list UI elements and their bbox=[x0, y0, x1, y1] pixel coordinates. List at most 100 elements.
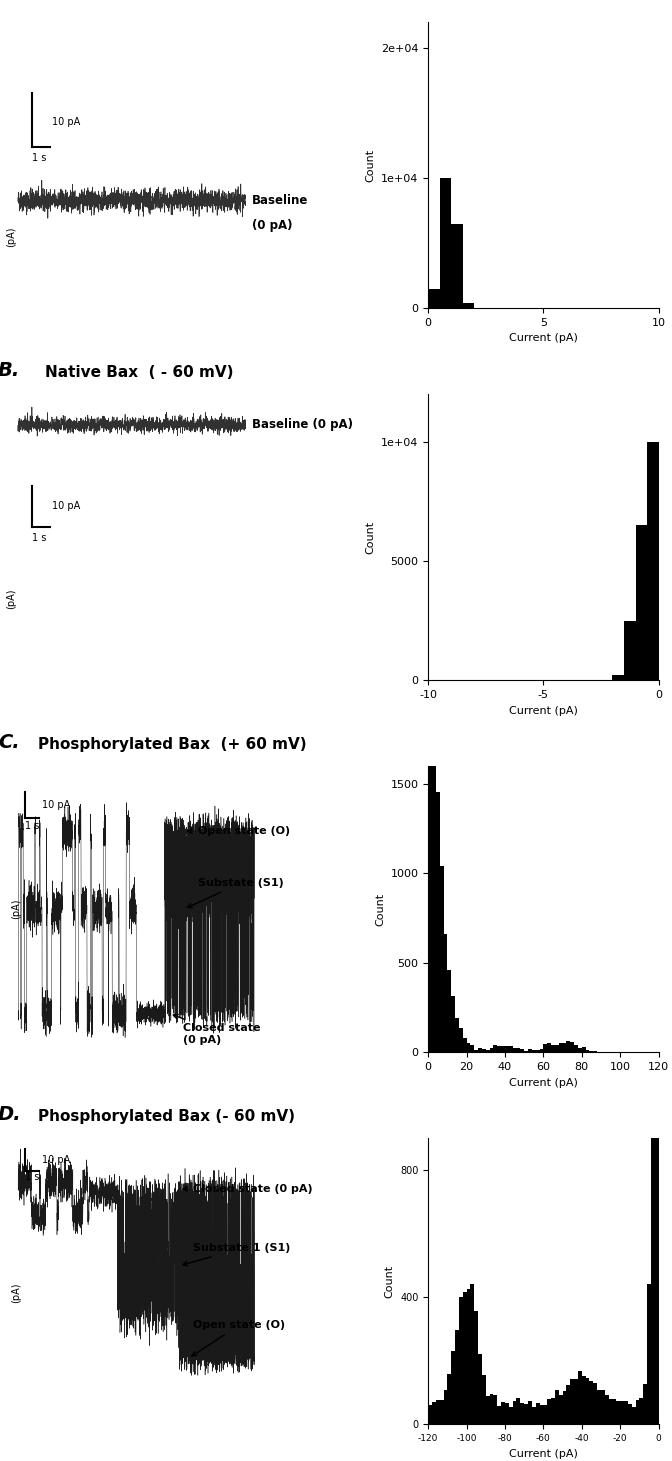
Bar bbox=[451, 224, 463, 308]
Bar bbox=[555, 1045, 558, 1052]
Y-axis label: Count: Count bbox=[375, 893, 385, 926]
Bar bbox=[643, 1384, 647, 1424]
Bar bbox=[470, 1045, 474, 1052]
Bar bbox=[582, 1376, 585, 1424]
Bar bbox=[571, 1042, 574, 1052]
Y-axis label: Count: Count bbox=[366, 520, 376, 554]
Bar bbox=[566, 1385, 571, 1424]
Bar bbox=[612, 1400, 616, 1424]
Text: 1 s: 1 s bbox=[32, 153, 46, 164]
Bar bbox=[616, 1401, 620, 1424]
Bar bbox=[466, 1043, 470, 1052]
Bar bbox=[505, 1404, 509, 1424]
Text: Closed state (0 pA): Closed state (0 pA) bbox=[183, 1183, 312, 1194]
Bar bbox=[470, 1284, 474, 1424]
Bar bbox=[478, 1354, 482, 1424]
Bar bbox=[505, 1046, 509, 1052]
Bar bbox=[451, 1351, 455, 1424]
Bar bbox=[528, 1401, 532, 1424]
Bar bbox=[578, 1370, 582, 1424]
Bar bbox=[497, 1407, 501, 1424]
Bar bbox=[528, 1049, 532, 1052]
Bar bbox=[589, 1050, 593, 1052]
Bar bbox=[544, 1045, 547, 1052]
Bar bbox=[448, 970, 451, 1052]
Y-axis label: Count: Count bbox=[366, 149, 376, 181]
Bar bbox=[585, 1378, 589, 1424]
Text: 10 pA: 10 pA bbox=[42, 1156, 70, 1166]
Bar bbox=[558, 1043, 562, 1052]
Bar bbox=[544, 1405, 547, 1424]
Bar bbox=[490, 1394, 493, 1424]
Bar bbox=[605, 1395, 609, 1424]
Bar bbox=[513, 1048, 517, 1052]
Bar bbox=[562, 1043, 566, 1052]
Bar bbox=[459, 1297, 463, 1424]
X-axis label: Current (pA): Current (pA) bbox=[509, 1449, 578, 1458]
Bar bbox=[540, 1405, 544, 1424]
Bar bbox=[444, 935, 448, 1052]
Bar bbox=[562, 1391, 566, 1424]
Bar bbox=[451, 995, 455, 1052]
Bar bbox=[639, 1398, 643, 1424]
Bar bbox=[647, 441, 659, 681]
Bar bbox=[551, 1045, 555, 1052]
Text: 10 pA: 10 pA bbox=[52, 117, 81, 127]
Bar bbox=[578, 1048, 582, 1052]
Text: (0 pA): (0 pA) bbox=[253, 219, 293, 232]
Text: Baseline: Baseline bbox=[253, 194, 308, 207]
Bar bbox=[482, 1375, 486, 1424]
Bar bbox=[493, 1045, 497, 1052]
Text: B.: B. bbox=[0, 361, 20, 380]
Bar bbox=[439, 866, 444, 1052]
Bar bbox=[482, 1049, 486, 1052]
Bar bbox=[609, 1400, 612, 1424]
Bar bbox=[540, 1049, 544, 1052]
Text: Substate 1 (S1): Substate 1 (S1) bbox=[183, 1243, 290, 1265]
X-axis label: Current (pA): Current (pA) bbox=[509, 706, 578, 716]
Bar bbox=[428, 472, 432, 1052]
Text: 1 s: 1 s bbox=[26, 821, 40, 831]
Bar bbox=[517, 1398, 520, 1424]
Bar bbox=[601, 1391, 605, 1424]
Bar bbox=[574, 1046, 578, 1052]
Bar bbox=[547, 1400, 551, 1424]
Bar bbox=[513, 1401, 517, 1424]
Y-axis label: Count: Count bbox=[384, 1265, 394, 1297]
Bar bbox=[490, 1048, 493, 1052]
Bar bbox=[501, 1046, 505, 1052]
Bar bbox=[455, 1018, 459, 1052]
Bar bbox=[486, 1397, 490, 1424]
Bar bbox=[474, 1311, 478, 1424]
Bar bbox=[463, 302, 474, 308]
Bar bbox=[651, 1097, 655, 1424]
Bar bbox=[493, 1395, 497, 1424]
Bar bbox=[566, 1042, 571, 1052]
Bar bbox=[582, 1048, 585, 1052]
Text: Phosphorylated Bax (- 60 mV): Phosphorylated Bax (- 60 mV) bbox=[38, 1109, 296, 1124]
Bar bbox=[628, 1404, 632, 1424]
Bar bbox=[547, 1043, 551, 1052]
Text: Baseline (0 pA): Baseline (0 pA) bbox=[253, 418, 353, 431]
Bar bbox=[439, 178, 451, 308]
Bar bbox=[428, 289, 439, 308]
Text: 10 pA: 10 pA bbox=[42, 801, 70, 811]
Text: (pA): (pA) bbox=[11, 1283, 21, 1303]
Text: 10 pA: 10 pA bbox=[52, 501, 81, 511]
Bar bbox=[448, 1373, 451, 1424]
Bar bbox=[624, 621, 636, 681]
Bar bbox=[436, 1400, 439, 1424]
Text: 1 s: 1 s bbox=[32, 533, 46, 543]
Bar bbox=[524, 1404, 528, 1424]
Bar bbox=[555, 1389, 558, 1424]
Bar bbox=[478, 1048, 482, 1052]
X-axis label: Current (pA): Current (pA) bbox=[509, 1078, 578, 1087]
Bar bbox=[597, 1389, 601, 1424]
Text: 1 s: 1 s bbox=[26, 1172, 40, 1182]
Bar bbox=[551, 1398, 555, 1424]
Bar bbox=[574, 1379, 578, 1424]
Bar bbox=[432, 650, 436, 1052]
Bar bbox=[432, 1401, 436, 1424]
Bar bbox=[474, 1049, 478, 1052]
Bar bbox=[655, 1091, 659, 1424]
